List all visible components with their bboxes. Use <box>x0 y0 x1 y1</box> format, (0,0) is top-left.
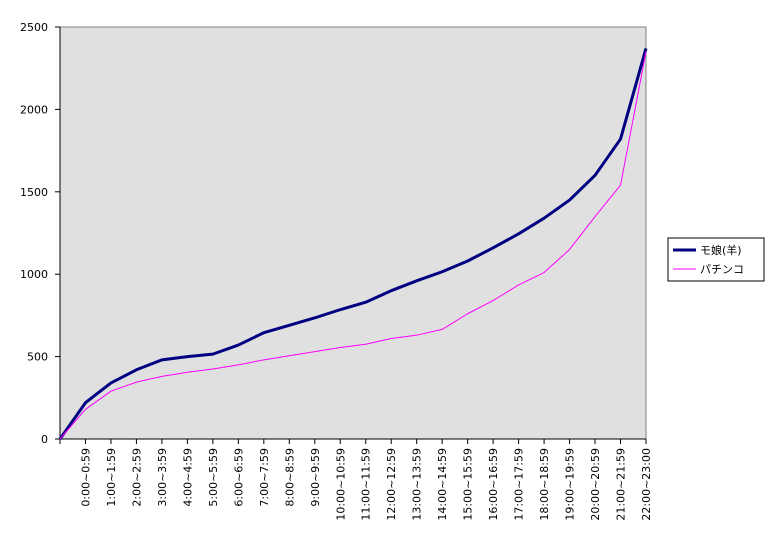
x-tick-label: 4:00~4:59 <box>181 448 194 507</box>
x-tick-label: 11:00~11:59 <box>360 448 373 521</box>
x-tick-label: 8:00~8:59 <box>283 448 296 507</box>
x-tick-label: 17:00~17:59 <box>513 448 526 521</box>
x-tick-label: 22:00~23:00 <box>640 448 653 521</box>
x-tick-label: 15:00~15:59 <box>462 448 475 521</box>
x-tick-label: 13:00~13:59 <box>411 448 424 521</box>
x-tick-label: 3:00~3:59 <box>156 448 169 507</box>
y-tick-label: 2500 <box>20 21 48 34</box>
y-tick-label: 2000 <box>20 103 48 116</box>
y-tick-label: 500 <box>27 351 48 364</box>
legend-label: パチンコ <box>700 263 744 276</box>
x-tick-label: 20:00~20:59 <box>589 448 602 521</box>
y-tick-label: 1500 <box>20 186 48 199</box>
x-tick-label: 9:00~9:59 <box>309 448 322 507</box>
x-tick-label: 7:00~7:59 <box>258 448 271 507</box>
x-tick-label: 2:00~2:59 <box>130 448 143 507</box>
x-tick-label: 5:00~5:59 <box>207 448 220 507</box>
x-tick-label: 14:00~14:59 <box>436 448 449 521</box>
line-series <box>59 51 647 440</box>
x-tick-label: 10:00~10:59 <box>334 448 347 521</box>
legend-box <box>667 237 765 282</box>
x-tick-label: 1:00~1:59 <box>105 448 118 507</box>
plot-area <box>59 26 647 440</box>
y-tick-label: 1000 <box>20 268 48 281</box>
x-tick-label: 16:00~16:59 <box>487 448 500 521</box>
line-series <box>58 48 648 440</box>
x-tick-label: 12:00~12:59 <box>385 448 398 521</box>
x-tick-label: 21:00~21:59 <box>615 448 628 521</box>
y-tick-label: 0 <box>41 433 48 446</box>
x-tick-label: 18:00~18:59 <box>538 448 551 521</box>
x-tick-label: 6:00~6:59 <box>232 448 245 507</box>
x-tick-label: 0:00~0:59 <box>79 448 92 507</box>
legend-label: モ娘(羊) <box>700 243 742 257</box>
x-tick-label: 19:00~19:59 <box>564 448 577 521</box>
